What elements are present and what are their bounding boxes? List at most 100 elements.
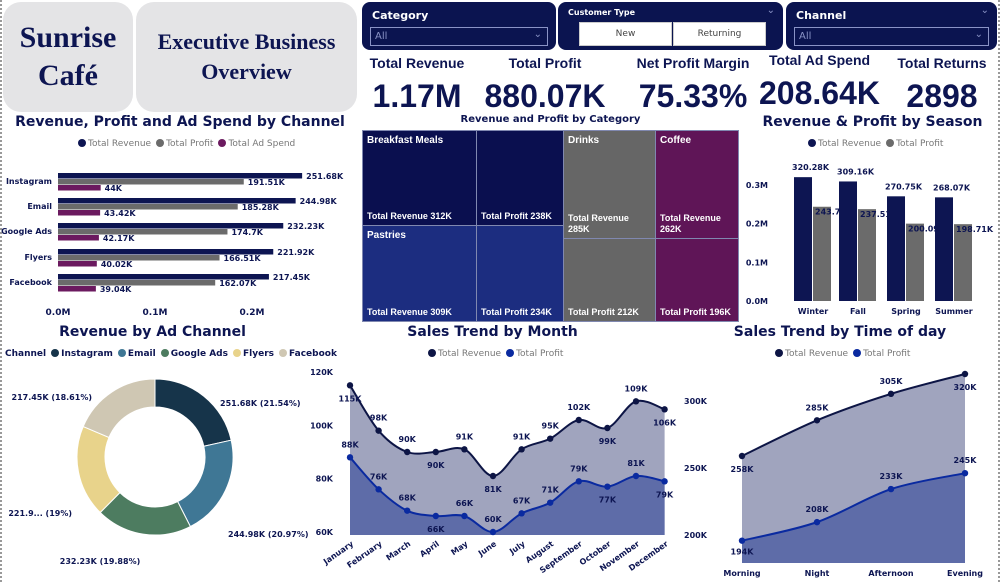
data-point[interactable] <box>575 478 582 485</box>
bar-total-revenue[interactable] <box>58 249 274 255</box>
legend-profit[interactable]: Total Profit <box>156 139 213 149</box>
legend-revenue[interactable]: Total Revenue <box>775 349 848 359</box>
bar-total-revenue[interactable] <box>58 274 269 280</box>
donut-slice-email[interactable] <box>176 439 234 528</box>
treemap-drinks-profit[interactable]: Total Profit 212K <box>563 238 656 322</box>
data-point[interactable] <box>489 472 497 480</box>
area-total-profit[interactable] <box>742 473 965 563</box>
treemap-pastries-revenue[interactable]: Pastries Total Revenue 309K <box>362 225 477 322</box>
customer-type-new-button[interactable]: New <box>579 22 672 46</box>
customer-type-returning-button[interactable]: Returning <box>673 22 766 46</box>
legend-email[interactable]: Email <box>117 349 156 359</box>
line-total-profit[interactable] <box>741 472 966 542</box>
data-point[interactable] <box>432 512 439 520</box>
data-point[interactable] <box>604 424 611 432</box>
treemap-breakfast-revenue[interactable]: Breakfast Meals Total Revenue 312K <box>362 130 477 226</box>
data-label: 81K <box>484 485 502 494</box>
data-point[interactable] <box>489 528 497 536</box>
bar-total-profit[interactable] <box>954 224 972 301</box>
treemap-category-label: Breakfast Meals <box>367 135 444 146</box>
bar-total-profit[interactable] <box>813 206 831 301</box>
data-point[interactable] <box>404 507 411 514</box>
bar-total-profit[interactable] <box>58 204 238 210</box>
bar-total-ad-spend[interactable] <box>58 235 99 241</box>
data-point[interactable] <box>346 454 354 461</box>
y-left-tick-label: 100K <box>310 421 334 430</box>
category-dropdown[interactable]: All ⌄ <box>370 27 548 46</box>
legend-revenue[interactable]: Total Revenue <box>78 139 151 149</box>
data-label: 88K <box>341 440 359 449</box>
data-point[interactable] <box>461 512 468 520</box>
bar-total-ad-spend[interactable] <box>58 261 97 267</box>
bar-total-profit[interactable] <box>58 229 228 235</box>
donut-slice-facebook[interactable] <box>82 378 156 439</box>
bar-total-revenue[interactable] <box>935 197 953 301</box>
legend-google-ads[interactable]: Google Ads <box>160 349 228 359</box>
treemap-drinks-revenue[interactable]: Drinks Total Revenue 285K <box>563 130 656 239</box>
data-point[interactable] <box>547 499 554 506</box>
channel-dropdown[interactable]: All ⌄ <box>794 27 989 46</box>
bar-total-profit[interactable] <box>58 255 220 261</box>
bar-total-revenue[interactable] <box>58 198 296 204</box>
legend-revenue[interactable]: Total Revenue <box>428 349 501 359</box>
bar-total-ad-spend[interactable] <box>58 210 101 216</box>
data-point[interactable] <box>518 510 525 517</box>
data-point[interactable] <box>887 390 895 398</box>
bar-total-revenue[interactable] <box>58 223 284 229</box>
bar-total-revenue[interactable] <box>887 196 905 301</box>
data-point[interactable] <box>346 382 354 389</box>
bar-total-ad-spend[interactable] <box>58 185 101 191</box>
line-total-revenue[interactable] <box>741 373 966 457</box>
donut-slice-instagram[interactable] <box>154 378 232 447</box>
treemap-breakfast-profit[interactable]: Total Profit 238K <box>476 130 564 226</box>
data-point[interactable] <box>661 406 668 413</box>
legend-title: Channel <box>5 349 47 359</box>
data-point[interactable] <box>575 416 582 424</box>
bar-total-profit[interactable] <box>58 179 244 185</box>
data-point[interactable] <box>604 483 611 490</box>
logo-text: Sunrise Café <box>19 21 117 92</box>
data-point[interactable] <box>404 448 411 456</box>
data-point[interactable] <box>632 472 640 480</box>
data-point[interactable] <box>547 435 554 442</box>
data-point[interactable] <box>632 398 640 405</box>
data-point[interactable] <box>813 417 821 424</box>
legend-revenue[interactable]: Total Revenue <box>808 139 881 149</box>
data-point[interactable] <box>432 448 439 456</box>
donut-slice-flyers[interactable] <box>76 425 121 514</box>
treemap-coffee-revenue[interactable]: Coffee Total Revenue 262K <box>655 130 739 239</box>
legend-profit[interactable]: Total Profit <box>886 139 943 149</box>
data-point[interactable] <box>661 478 668 485</box>
bar-total-profit[interactable] <box>858 209 876 301</box>
data-point[interactable] <box>961 370 969 378</box>
legend-profit[interactable]: Total Profit <box>853 349 910 359</box>
treemap-coffee-profit[interactable]: Total Profit 196K <box>655 238 739 322</box>
data-point[interactable] <box>375 486 382 493</box>
bar-total-revenue[interactable] <box>58 173 303 179</box>
data-point[interactable] <box>461 446 468 453</box>
chevron-down-icon[interactable]: ⌄ <box>766 5 775 16</box>
bar-total-profit[interactable] <box>906 223 924 301</box>
legend-ad-spend[interactable]: Total Ad Spend <box>218 139 295 149</box>
chevron-down-icon[interactable]: ⌄ <box>980 5 989 16</box>
data-point[interactable] <box>738 452 746 460</box>
data-label: 99K <box>599 437 617 446</box>
data-point[interactable] <box>813 518 821 526</box>
data-point[interactable] <box>518 446 525 453</box>
data-point[interactable] <box>961 469 969 477</box>
bar-total-ad-spend[interactable] <box>58 286 96 292</box>
treemap-pastries-profit[interactable]: Total Profit 234K <box>476 225 564 322</box>
data-point[interactable] <box>738 537 746 544</box>
bar-total-revenue[interactable] <box>839 181 857 301</box>
data-point[interactable] <box>375 427 382 434</box>
legend-facebook[interactable]: Facebook <box>279 349 337 359</box>
legend-flyers[interactable]: Flyers <box>233 349 274 359</box>
ad-channel-donut-title: Revenue by Ad Channel <box>59 324 246 340</box>
bar-total-revenue[interactable] <box>794 177 812 301</box>
y-left-tick-label: 120K <box>310 368 334 377</box>
legend-instagram[interactable]: Instagram <box>51 349 113 359</box>
x-tick-label: June <box>476 539 499 559</box>
legend-profit[interactable]: Total Profit <box>506 349 563 359</box>
bar-total-profit[interactable] <box>58 280 216 286</box>
data-point[interactable] <box>887 485 895 493</box>
